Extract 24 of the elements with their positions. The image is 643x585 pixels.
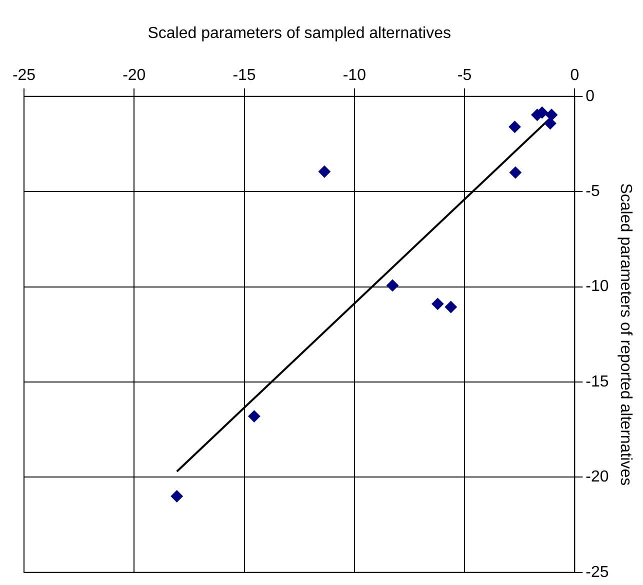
point — [170, 490, 183, 502]
x-tick-label: 0 — [570, 67, 580, 84]
x-tick-label: -20 — [122, 67, 146, 84]
x-axis-title: Scaled parameters of sampled alternatives — [148, 25, 451, 42]
point — [318, 166, 330, 178]
x-tick-label: -25 — [12, 67, 36, 84]
y-tick-label: -5 — [586, 183, 600, 200]
y-tick-label: -25 — [586, 564, 609, 581]
y-tick-label: -10 — [586, 278, 609, 296]
point — [508, 120, 521, 133]
x-tick-label: -15 — [232, 67, 256, 84]
point — [432, 298, 444, 310]
x-tick-label: -10 — [342, 67, 366, 84]
point — [444, 300, 457, 313]
point — [386, 279, 399, 292]
y-tick-label: -15 — [586, 373, 609, 390]
point — [544, 117, 556, 130]
x-tick-label: -5 — [457, 67, 472, 84]
y-axis-title: Scaled parameters of reported alternatives — [616, 183, 634, 486]
point — [509, 166, 522, 179]
y-tick-label: 0 — [586, 88, 595, 105]
point — [248, 410, 260, 422]
y-tick-label: -20 — [586, 468, 609, 486]
point — [546, 108, 558, 121]
